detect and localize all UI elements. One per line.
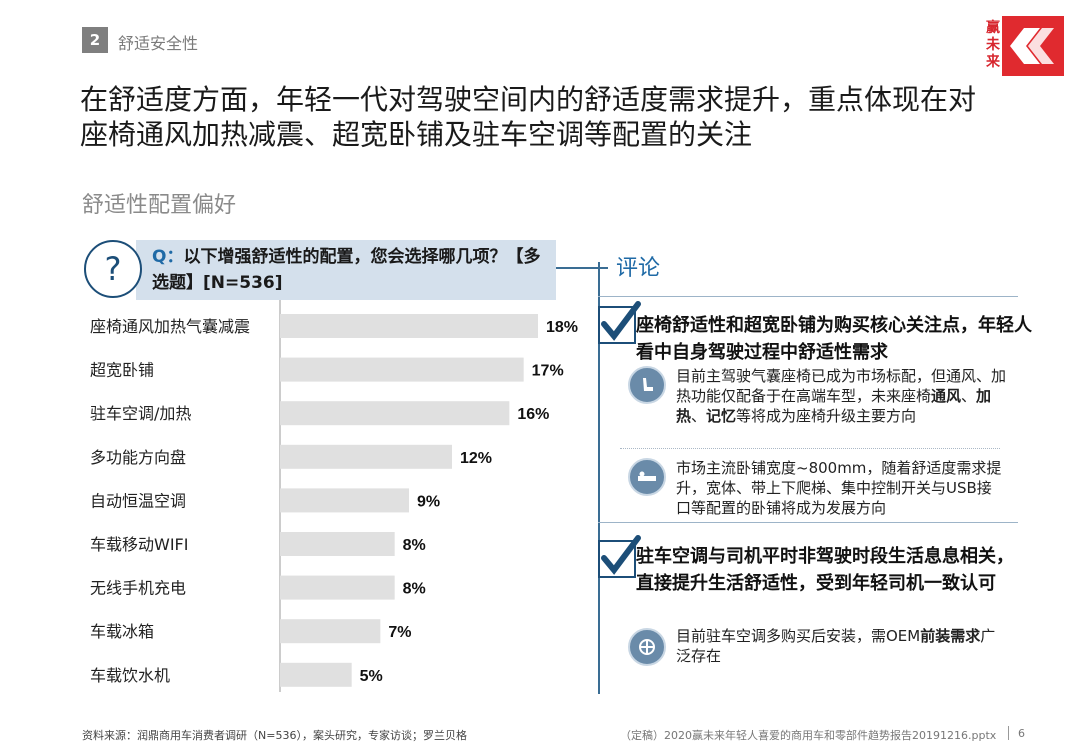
- page-number: 6: [1018, 727, 1025, 740]
- category-label: 车载饮水机: [90, 666, 170, 685]
- category-label: 车载冰箱: [90, 622, 154, 641]
- question-prefix: Q：: [152, 247, 184, 267]
- question-banner: [136, 240, 556, 300]
- checkmark-icon: [598, 535, 641, 578]
- question-icon: ?: [84, 240, 142, 298]
- value-label: 9%: [417, 493, 440, 510]
- brand-logo: [1002, 16, 1064, 76]
- bar: [280, 314, 538, 338]
- comment-text-3b: 广泛存在: [676, 627, 996, 665]
- block-divider: [598, 522, 1018, 523]
- air-conditioner-icon: [628, 628, 666, 666]
- bar: [280, 575, 395, 600]
- bar: [280, 357, 524, 382]
- connector-line: [556, 267, 608, 269]
- seat-icon: [628, 366, 666, 404]
- footer-filename: （定稿）2020赢未来年轻人喜爱的商用车和零部件趋势报告20191216.ppt…: [620, 729, 997, 742]
- value-label: 16%: [517, 406, 549, 423]
- bar: [280, 444, 452, 469]
- logo-text: 赢未来: [986, 20, 1000, 70]
- bar: [280, 488, 409, 513]
- checkmark-icon: [598, 301, 641, 344]
- category-label: 无线手机充电: [90, 579, 186, 598]
- comment-sep-1: 、: [961, 387, 977, 405]
- question-body: 以下增强舒适性的配置，您会选择哪几项？【多选题】[N=536]: [152, 247, 541, 293]
- value-label: 18%: [546, 319, 578, 336]
- bar: [280, 662, 352, 687]
- comment-text-2: 市场主流卧铺宽度~800mm，随着舒适度需求提升，宽体、带上下爬梯、集中控制开关…: [676, 459, 1002, 517]
- page-title: 在舒适度方面，年轻一代对驾驶空间内的舒适度需求提升，重点体现在对座椅通风加热减震…: [80, 83, 977, 151]
- dotted-divider: [620, 448, 1000, 450]
- comment-heading-2: 驻车空调与司机平时非驾驶时段生活息息相关，直接提升生活舒适性，受到年轻司机一致认…: [636, 546, 1014, 594]
- highlight-memory: 记忆: [706, 407, 737, 425]
- value-label: 7%: [388, 624, 411, 641]
- comment-heading-1: 座椅舒适性和超宽卧铺为购买核心关注点，年轻人看中自身驾驶过程中舒适性需求: [636, 315, 1032, 363]
- value-label: 17%: [532, 363, 564, 380]
- value-label: 8%: [403, 537, 426, 554]
- bar: [280, 401, 510, 426]
- comments-title: 评论: [616, 256, 661, 281]
- panel-divider: [598, 262, 600, 694]
- comments-rule: [598, 296, 1018, 297]
- highlight-oem: 前装需求: [920, 627, 981, 645]
- section-title: 舒适安全性: [118, 34, 199, 53]
- comment-text-1b: 等将成为座椅升级主要方向: [736, 407, 917, 425]
- comment-text-1a: 目前主驾驶气囊座椅已成为市场标配，但通风、加热功能仅配备于在高端车型，未来座椅: [676, 367, 1007, 405]
- bar: [280, 532, 395, 556]
- comment-text-3a: 目前驻车空调多购买后安装，需OEM: [676, 627, 921, 645]
- source-note: 资料来源：润鼎商用车消费者调研（N=536），案头研究，专家访谈；罗兰贝格: [82, 729, 467, 742]
- bar-chart: 座椅通风加热气囊减震 18% 超宽卧铺 17% 驻车空调/加热 16% 多功能方向盘 12% 自…: [90, 300, 578, 692]
- bar: [280, 619, 381, 644]
- value-label: 5%: [360, 668, 383, 685]
- category-label: 超宽卧铺: [90, 361, 154, 380]
- section-number: 2: [82, 27, 108, 53]
- highlight-heating: 加热: [676, 387, 992, 425]
- category-label: 驻车空调/加热: [90, 404, 191, 423]
- category-label: 车载移动WIFI: [90, 535, 188, 554]
- chart-subtitle: 舒适性配置偏好: [82, 193, 237, 218]
- highlight-ventilation: 通风: [931, 387, 962, 405]
- category-label: 自动恒温空调: [90, 491, 186, 510]
- value-label: 12%: [460, 450, 492, 467]
- category-label: 座椅通风加热气囊减震: [90, 317, 250, 336]
- comment-text-1: 目前主驾驶气囊座椅已成为市场标配，但通风、加热功能仅配备于在高端车型，未来座椅通…: [676, 366, 1006, 426]
- category-label: 多功能方向盘: [90, 448, 186, 467]
- comment-text-3: 目前驻车空调多购买后安装，需OEM前装需求广泛存在: [676, 626, 1006, 666]
- question-text: Q：以下增强舒适性的配置，您会选择哪几项？【多选题】[N=536]: [152, 244, 550, 296]
- bed-icon: [628, 458, 666, 496]
- footer-divider: [1008, 726, 1009, 740]
- value-label: 8%: [403, 581, 426, 598]
- comment-sep-2: 、: [691, 407, 707, 425]
